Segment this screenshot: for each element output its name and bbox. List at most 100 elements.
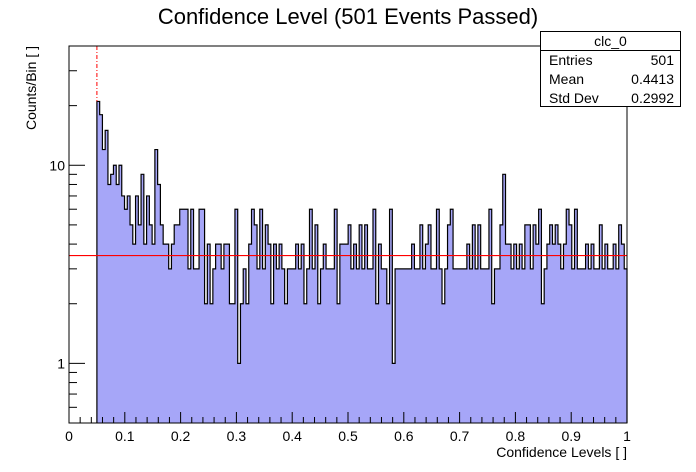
histogram-bar	[530, 268, 534, 423]
histogram-bar	[132, 244, 136, 423]
histogram-bar	[306, 268, 310, 423]
histogram-bar	[254, 224, 258, 423]
histogram-bar	[585, 244, 589, 423]
histogram-bar	[533, 224, 536, 423]
histogram-bar	[593, 268, 597, 423]
histogram-bar	[102, 149, 106, 423]
histogram-bar	[171, 244, 175, 423]
histogram-bar	[527, 224, 531, 423]
histogram-bar	[395, 268, 398, 423]
stats-row-stddev: Std Dev 0.2992	[541, 89, 680, 108]
histogram-bar	[149, 224, 153, 423]
histogram-bar	[508, 244, 512, 423]
histogram-bar	[582, 268, 586, 423]
histogram-bar	[248, 244, 252, 423]
histogram-bar	[477, 224, 481, 423]
histogram-bar	[483, 268, 487, 423]
histogram-bar	[237, 363, 241, 423]
histogram-bar	[113, 165, 117, 424]
histogram-bar	[569, 224, 572, 423]
histogram-bar	[190, 209, 194, 423]
histogram-bar	[381, 268, 385, 423]
histogram-bar	[563, 244, 567, 423]
histogram-bar	[406, 268, 409, 423]
histogram-bar	[618, 224, 622, 423]
histogram-bar	[430, 268, 434, 423]
histogram-bar	[419, 224, 423, 423]
stats-row-entries: Entries 501	[541, 51, 680, 70]
histogram-bar	[475, 268, 478, 423]
histogram-bar	[513, 244, 517, 423]
histogram-bar	[337, 303, 340, 423]
histogram-bar	[378, 244, 382, 423]
histogram-bar	[174, 224, 177, 423]
histogram-bar	[331, 268, 335, 423]
histogram-bar	[447, 224, 451, 423]
histogram-bar	[436, 209, 440, 423]
histogram-bar	[179, 209, 183, 423]
histogram-bar	[428, 224, 431, 423]
histogram-bar	[461, 268, 465, 423]
histogram-bar	[127, 195, 131, 423]
histogram-bar	[295, 244, 299, 423]
y-tick-label: 1	[57, 355, 65, 371]
histogram-bar	[560, 268, 564, 423]
histogram-bar	[544, 268, 547, 423]
histogram-bar	[323, 244, 327, 423]
histogram-bar	[403, 268, 407, 423]
histogram-bar	[342, 244, 346, 423]
histogram-bar	[196, 268, 200, 423]
histogram-bar	[574, 209, 578, 423]
histogram-bar	[243, 268, 246, 423]
stats-row-mean: Mean 0.4413	[541, 70, 680, 89]
histogram-bar	[444, 268, 448, 423]
histogram-bar	[268, 244, 271, 423]
y-tick-label: 10	[49, 157, 65, 173]
histogram-bar	[182, 209, 186, 423]
histogram-bar	[118, 165, 122, 424]
histogram-bar	[417, 268, 420, 423]
x-tick-label: 0.4	[282, 428, 302, 444]
histogram-bar	[320, 268, 324, 423]
histogram-bar	[591, 244, 594, 423]
x-tick-label: 0.2	[171, 428, 191, 444]
histogram-bar	[361, 268, 365, 423]
histogram-bar	[552, 244, 556, 423]
histogram-bar	[110, 174, 114, 423]
histogram-bar	[486, 268, 489, 423]
histogram-bar	[480, 268, 484, 423]
histogram-bar	[511, 268, 514, 423]
histogram-bar	[157, 184, 161, 423]
histogram-bar	[350, 268, 354, 423]
histogram-bar	[99, 114, 103, 423]
histogram-bar	[284, 303, 288, 423]
histogram-bar	[516, 268, 520, 423]
histogram-bar	[588, 268, 592, 423]
stats-key: Mean	[549, 71, 585, 87]
histogram-bar	[199, 209, 202, 423]
histogram-bar	[372, 209, 376, 423]
x-tick-label: 0.1	[115, 428, 135, 444]
histogram-bar	[303, 303, 307, 423]
histogram-bar	[524, 224, 528, 423]
histogram-bar	[502, 174, 506, 423]
histogram-bar	[571, 268, 575, 423]
y-axis-label: Counts/Bin [ ]	[23, 46, 39, 130]
histogram-bar	[466, 244, 470, 423]
histogram-bar	[160, 224, 164, 423]
histogram-bar	[312, 268, 316, 423]
histogram-bar	[96, 101, 100, 423]
histogram-bar	[375, 303, 379, 423]
histogram-bar	[433, 268, 437, 423]
histogram-bar	[596, 268, 600, 423]
histogram-bar	[615, 268, 619, 423]
histogram-bar	[414, 268, 418, 423]
chart-title: Confidence Level (501 Events Passed)	[157, 4, 539, 29]
histogram-bar	[121, 195, 125, 423]
histogram-bar	[624, 268, 627, 423]
x-tick-label: 0.7	[450, 428, 470, 444]
histogram-bar	[188, 268, 191, 423]
histogram-bar	[356, 268, 360, 423]
histogram-bar	[130, 224, 133, 423]
histogram-bar	[580, 268, 583, 423]
